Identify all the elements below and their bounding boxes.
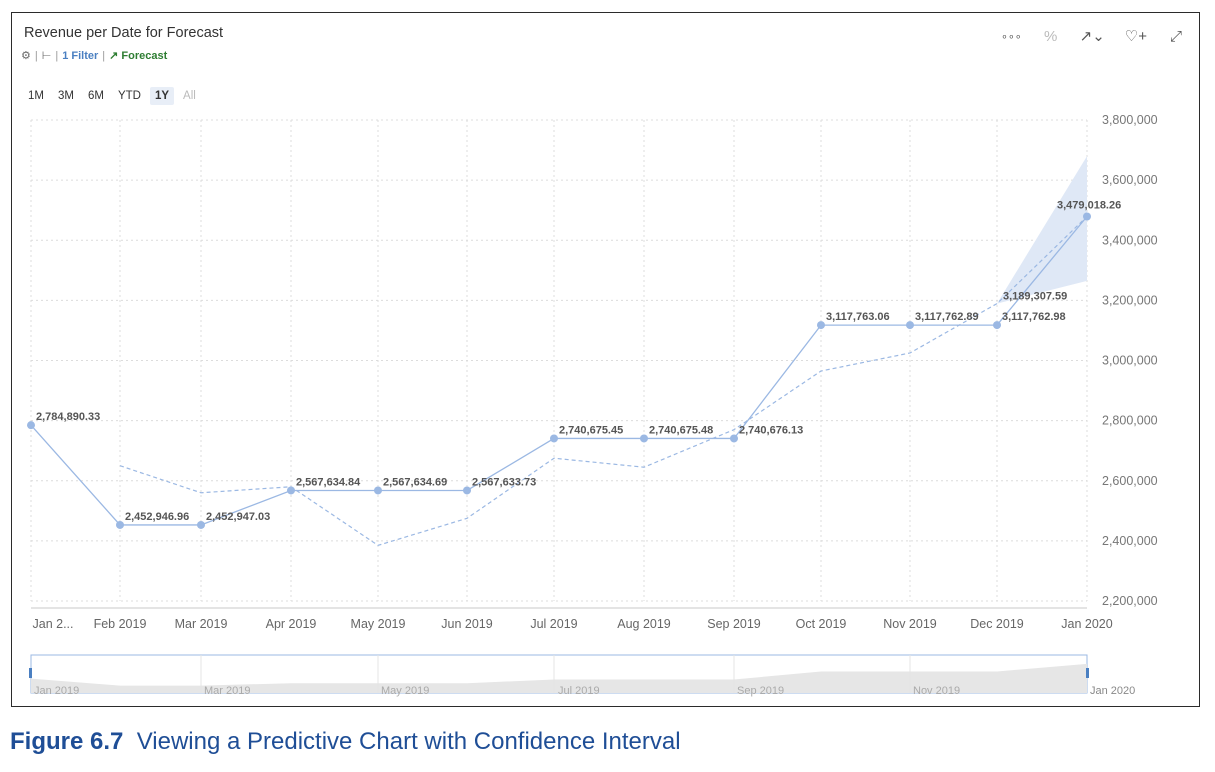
- x-tick-label: Jan 2020: [1061, 617, 1112, 631]
- figure-caption: Figure 6.7 Viewing a Predictive Chart wi…: [10, 728, 681, 756]
- y-tick-label: 2,200,000: [1102, 594, 1158, 608]
- data-point: [906, 321, 914, 330]
- range-1m[interactable]: 1M: [28, 90, 44, 102]
- comment-icon[interactable]: ♡+: [1124, 28, 1147, 45]
- data-point: [640, 434, 648, 443]
- data-label: 3,117,762.98: [1002, 311, 1066, 323]
- x-tick-label: Dec 2019: [970, 617, 1024, 631]
- more-icon[interactable]: ∘∘∘: [1000, 30, 1022, 43]
- y-tick-label: 3,400,000: [1102, 233, 1158, 247]
- navigator-label: Nov 2019: [913, 685, 960, 697]
- data-point: [287, 486, 295, 495]
- data-label: 2,740,676.13: [739, 424, 803, 436]
- data-label: 2,740,675.48: [649, 424, 713, 436]
- range-3m[interactable]: 3M: [57, 90, 74, 102]
- x-tick-label: Jan 2...: [33, 617, 74, 631]
- data-label: 2,567,633.73: [472, 476, 536, 488]
- navigator-label: Jan 2020: [1090, 685, 1135, 697]
- confidence-interval-band: [997, 156, 1087, 304]
- forecast-arrow-icon: ↗: [109, 50, 119, 62]
- range-selector: 1M 3M 6M YTD 1Y All: [23, 87, 201, 105]
- data-label: 2,567,634.69: [383, 476, 447, 488]
- line-chart: 2,200,000 2,400,000 2,600,000 2,800,000 3,00…: [27, 113, 1158, 697]
- y-tick-label: 3,200,000: [1102, 293, 1158, 307]
- x-tick-label: Jun 2019: [441, 617, 492, 631]
- y-tick-label: 3,800,000: [1102, 113, 1158, 127]
- navigator-label: Mar 2019: [204, 685, 250, 697]
- figure-caption-text: Viewing a Predictive Chart with Confiden…: [136, 728, 681, 755]
- data-label: 2,784,890.33: [36, 411, 100, 423]
- forecast-link[interactable]: ↗ Forecast: [109, 50, 168, 62]
- data-label: 2,452,947.03: [206, 511, 270, 523]
- navigator-handle-right: [1086, 668, 1089, 678]
- trend-icon[interactable]: ↗⌄: [1079, 28, 1105, 45]
- data-point: [197, 520, 205, 529]
- data-point: [550, 434, 558, 443]
- navigator-label: Jul 2019: [558, 685, 600, 697]
- x-tick-label: Feb 2019: [94, 617, 147, 631]
- x-tick-label: Jul 2019: [530, 617, 577, 631]
- navigator-label: May 2019: [381, 685, 429, 697]
- x-tick-label: Sep 2019: [707, 617, 761, 631]
- navigator-label: Jan 2019: [34, 685, 79, 697]
- data-point: [463, 486, 471, 495]
- model-icon: ⚙: [21, 50, 31, 62]
- navigator-area: [31, 663, 1087, 693]
- navigator-handle-left: [29, 668, 32, 678]
- fullscreen-icon[interactable]: ⤢: [1169, 27, 1182, 45]
- data-point: [1083, 212, 1091, 221]
- chart-toolbar: ∘∘∘ % ↗⌄ ♡+ ⤢: [1000, 27, 1185, 46]
- x-tick-label: Oct 2019: [796, 617, 847, 631]
- data-label: 2,567,634.84: [296, 476, 361, 488]
- range-6m[interactable]: 6M: [87, 90, 104, 102]
- hierarchy-icon: ⊢: [41, 50, 52, 62]
- x-tick-label: Apr 2019: [266, 617, 317, 631]
- chart-title: Revenue per Date for Forecast: [24, 25, 224, 41]
- range-all[interactable]: All: [183, 90, 196, 102]
- filter-link[interactable]: 1 Filter: [62, 49, 99, 62]
- range-1y[interactable]: 1Y: [149, 87, 175, 105]
- data-label: 2,452,946.96: [125, 511, 189, 523]
- y-tick-label: 2,800,000: [1102, 414, 1158, 428]
- x-tick-label: Aug 2019: [617, 617, 671, 631]
- forecast-data-label: 3,189,307.59: [1003, 291, 1067, 303]
- data-point: [817, 321, 825, 330]
- data-point: [27, 421, 35, 430]
- x-tick-label: Mar 2019: [175, 617, 228, 631]
- data-point: [116, 520, 124, 529]
- data-point: [993, 321, 1001, 330]
- chart-widget: Revenue per Date for Forecast ⚙ | ⊢ | 1 …: [11, 12, 1200, 707]
- chart-subtitle: ⚙ | ⊢ | 1 Filter | ↗ Forecast: [21, 49, 168, 63]
- data-point: [730, 434, 738, 443]
- percent-icon[interactable]: %: [1043, 27, 1058, 45]
- y-tick-label: 2,600,000: [1102, 474, 1158, 488]
- range-ytd[interactable]: YTD: [117, 90, 141, 102]
- x-tick-label: Nov 2019: [883, 617, 937, 631]
- y-tick-label: 3,000,000: [1102, 354, 1158, 368]
- figure-number: Figure 6.7: [10, 728, 124, 755]
- data-label: 3,117,762.89: [915, 311, 979, 323]
- navigator-label: Sep 2019: [737, 685, 784, 697]
- y-tick-label: 2,400,000: [1102, 534, 1158, 548]
- x-tick-label: May 2019: [351, 617, 406, 631]
- data-label: 2,740,675.45: [559, 424, 623, 436]
- forecast-line: [119, 216, 1088, 547]
- data-point: [374, 486, 382, 495]
- y-tick-label: 3,600,000: [1102, 173, 1158, 187]
- data-label: 3,117,763.06: [826, 311, 890, 323]
- data-label: 3,479,018.26: [1057, 199, 1121, 211]
- series-line: [30, 216, 1088, 526]
